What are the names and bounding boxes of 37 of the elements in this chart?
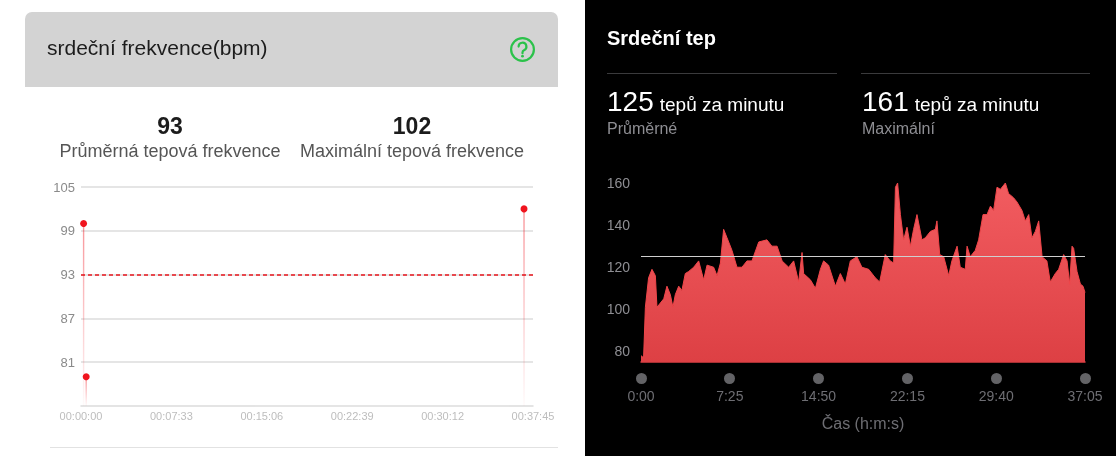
x-tick-label: 0:00	[627, 388, 655, 404]
text: tepů za minutu	[659, 94, 785, 115]
chart-title: Srdeční tep	[607, 26, 716, 50]
text: Průměrná tepová frekvence	[58, 140, 282, 162]
x-tick-label: 00:22:39	[330, 409, 374, 422]
y-tick-label: 80	[614, 343, 631, 360]
y-tick-label: 100	[606, 301, 631, 318]
x-tick-label: 00:30:12	[421, 409, 465, 422]
x-tick-label: 7:25	[716, 388, 744, 404]
y-tick-label: 93	[60, 267, 75, 283]
point	[80, 220, 88, 227]
y-tick-label: 140	[606, 217, 631, 234]
y-tick-label: 81	[60, 354, 75, 370]
text: 93	[156, 112, 184, 140]
chart-title: srdeční frekvence(bpm)	[47, 35, 268, 61]
y-tick-label: 99	[60, 223, 75, 239]
y-tick-label: 160	[606, 175, 631, 191]
x-tick-label: 00:00:00	[59, 409, 103, 422]
text: tepů za minutu	[914, 94, 1040, 115]
x-tick-label: 00:37:45	[511, 409, 555, 422]
text: 125	[607, 86, 654, 117]
y-tick-label: 87	[60, 310, 75, 326]
x-tick-label: 00:15:06	[240, 409, 284, 422]
x-tick-label: 29:40	[978, 388, 1014, 404]
point	[82, 373, 90, 381]
x-tick-label: 00:07:33	[149, 409, 193, 422]
y-tick-label: 120	[606, 259, 631, 276]
text: Průměrné	[607, 119, 678, 139]
text: 102	[391, 112, 433, 140]
x-tick-label: 37:05	[1067, 388, 1103, 404]
x-tick-label: 22:15	[889, 388, 926, 404]
x-tick-label: 14:50	[801, 388, 837, 404]
y-tick-label: 105	[53, 179, 75, 195]
text: Maximální tepová frekvence	[298, 140, 526, 162]
x-axis-title: Čas (h:m:s)	[821, 413, 905, 432]
text: 161	[862, 86, 909, 117]
text: Maximální	[862, 119, 935, 139]
